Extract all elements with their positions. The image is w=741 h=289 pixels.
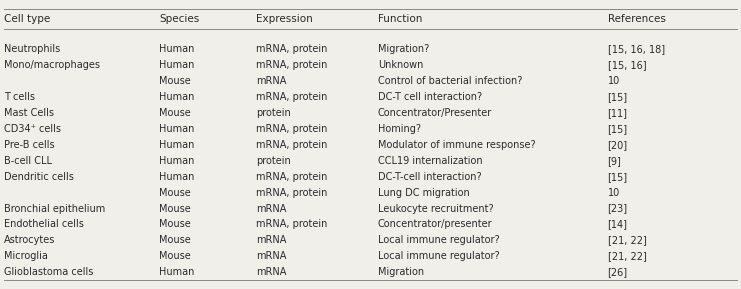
Text: Migration?: Migration? — [378, 44, 429, 54]
Text: [15, 16, 18]: [15, 16, 18] — [608, 44, 665, 54]
Text: [15]: [15] — [608, 92, 628, 102]
Text: Modulator of immune response?: Modulator of immune response? — [378, 140, 536, 150]
Text: Expression: Expression — [256, 14, 313, 24]
Text: CCL19 internalization: CCL19 internalization — [378, 156, 482, 166]
Text: Mouse: Mouse — [159, 108, 191, 118]
Text: Mast Cells: Mast Cells — [4, 108, 53, 118]
Text: [9]: [9] — [608, 156, 622, 166]
Text: Mouse: Mouse — [159, 188, 191, 198]
Text: Neutrophils: Neutrophils — [4, 44, 60, 54]
Text: Lung DC migration: Lung DC migration — [378, 188, 470, 198]
Text: Human: Human — [159, 92, 195, 102]
Text: mRNA, protein: mRNA, protein — [256, 172, 327, 182]
Text: mRNA: mRNA — [256, 267, 286, 277]
Text: mRNA, protein: mRNA, protein — [256, 219, 327, 229]
Text: Function: Function — [378, 14, 422, 24]
Text: protein: protein — [256, 108, 290, 118]
Text: Mouse: Mouse — [159, 219, 191, 229]
Text: mRNA, protein: mRNA, protein — [256, 60, 327, 70]
Text: [26]: [26] — [608, 267, 628, 277]
Text: mRNA, protein: mRNA, protein — [256, 188, 327, 198]
Text: Concentrator/presenter: Concentrator/presenter — [378, 219, 493, 229]
Text: Local immune regulator?: Local immune regulator? — [378, 236, 499, 245]
Text: DC-T cell interaction?: DC-T cell interaction? — [378, 92, 482, 102]
Text: CD34⁺ cells: CD34⁺ cells — [4, 124, 61, 134]
Text: Concentrator/Presenter: Concentrator/Presenter — [378, 108, 492, 118]
Text: Bronchial epithelium: Bronchial epithelium — [4, 203, 105, 214]
Text: Migration: Migration — [378, 267, 424, 277]
Text: [21, 22]: [21, 22] — [608, 251, 646, 262]
Text: Mouse: Mouse — [159, 76, 191, 86]
Text: DC-T-cell interaction?: DC-T-cell interaction? — [378, 172, 482, 182]
Text: Human: Human — [159, 156, 195, 166]
Text: mRNA, protein: mRNA, protein — [256, 140, 327, 150]
Text: Mouse: Mouse — [159, 236, 191, 245]
Text: Local immune regulator?: Local immune regulator? — [378, 251, 499, 262]
Text: [23]: [23] — [608, 203, 628, 214]
Text: mRNA, protein: mRNA, protein — [256, 92, 327, 102]
Text: Species: Species — [159, 14, 199, 24]
Text: Mouse: Mouse — [159, 251, 191, 262]
Text: Dendritic cells: Dendritic cells — [4, 172, 73, 182]
Text: Glioblastoma cells: Glioblastoma cells — [4, 267, 93, 277]
Text: T cells: T cells — [4, 92, 35, 102]
Text: [14]: [14] — [608, 219, 628, 229]
Text: [11]: [11] — [608, 108, 628, 118]
Text: Homing?: Homing? — [378, 124, 421, 134]
Text: Mouse: Mouse — [159, 203, 191, 214]
Text: mRNA, protein: mRNA, protein — [256, 44, 327, 54]
Text: Astrocytes: Astrocytes — [4, 236, 55, 245]
Text: 10: 10 — [608, 76, 620, 86]
Text: mRNA: mRNA — [256, 251, 286, 262]
Text: 10: 10 — [608, 188, 620, 198]
Text: Human: Human — [159, 124, 195, 134]
Text: Control of bacterial infection?: Control of bacterial infection? — [378, 76, 522, 86]
Text: mRNA: mRNA — [256, 236, 286, 245]
Text: Human: Human — [159, 60, 195, 70]
Text: Leukocyte recruitment?: Leukocyte recruitment? — [378, 203, 494, 214]
Text: Mono/macrophages: Mono/macrophages — [4, 60, 100, 70]
Text: Human: Human — [159, 267, 195, 277]
Text: mRNA: mRNA — [256, 76, 286, 86]
Text: Microglia: Microglia — [4, 251, 47, 262]
Text: Human: Human — [159, 172, 195, 182]
Text: Pre-B cells: Pre-B cells — [4, 140, 54, 150]
Text: [20]: [20] — [608, 140, 628, 150]
Text: Endothelial cells: Endothelial cells — [4, 219, 84, 229]
Text: Cell type: Cell type — [4, 14, 50, 24]
Text: Human: Human — [159, 140, 195, 150]
Text: [15]: [15] — [608, 172, 628, 182]
Text: B-cell CLL: B-cell CLL — [4, 156, 52, 166]
Text: Human: Human — [159, 44, 195, 54]
Text: mRNA: mRNA — [256, 203, 286, 214]
Text: protein: protein — [256, 156, 290, 166]
Text: [15]: [15] — [608, 124, 628, 134]
Text: [15, 16]: [15, 16] — [608, 60, 646, 70]
Text: [21, 22]: [21, 22] — [608, 236, 646, 245]
Text: References: References — [608, 14, 665, 24]
Text: mRNA, protein: mRNA, protein — [256, 124, 327, 134]
Text: Unknown: Unknown — [378, 60, 423, 70]
